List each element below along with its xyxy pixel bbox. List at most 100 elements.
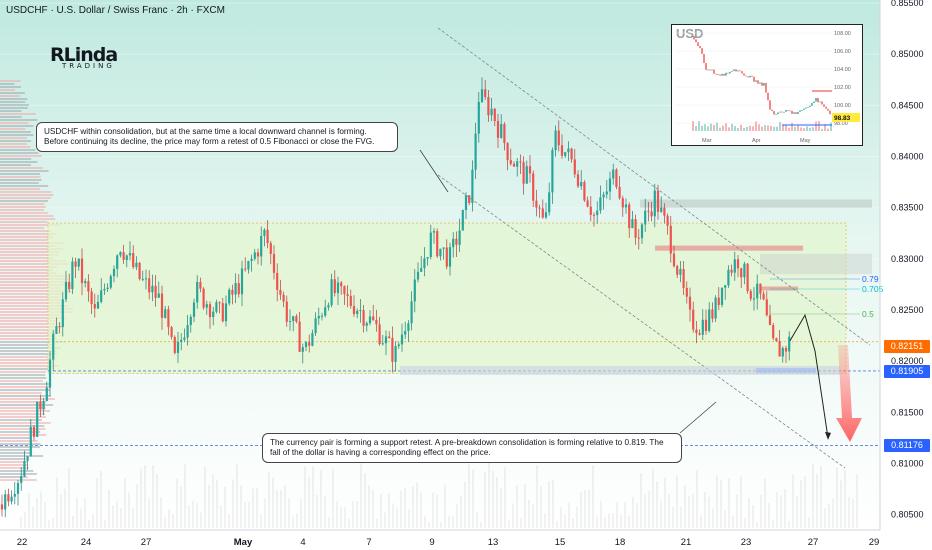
candle-body xyxy=(490,108,493,116)
candle-body xyxy=(660,207,663,212)
volume-bar xyxy=(0,332,60,334)
volume-bar xyxy=(420,492,422,528)
volume-bar xyxy=(720,480,722,528)
candle-body xyxy=(484,89,487,98)
volume-bar xyxy=(0,206,46,208)
volume-bar xyxy=(0,203,45,205)
logo-sub-text: TRADING xyxy=(62,62,115,70)
inset-y-label: 108.00 xyxy=(834,31,851,37)
volume-bar xyxy=(0,209,44,211)
candle-body xyxy=(480,89,484,102)
volume-bar xyxy=(456,503,458,528)
volume-bar xyxy=(644,494,646,528)
volume-bar xyxy=(400,490,402,528)
candle-body xyxy=(192,302,196,317)
candle-body xyxy=(100,290,103,302)
volume-bar xyxy=(0,200,48,202)
candle-body xyxy=(388,336,391,338)
volume-bar xyxy=(152,465,154,528)
candle-body xyxy=(701,319,704,335)
inset-candle xyxy=(747,76,749,78)
volume-bar xyxy=(228,514,230,528)
fvg-zone xyxy=(760,286,798,291)
candle-body xyxy=(423,258,426,269)
volume-bar xyxy=(740,476,742,528)
candle-body xyxy=(292,316,295,321)
candle-body xyxy=(269,243,272,254)
price-axis[interactable]: 0.85500 0.85000 0.84500 0.84000 0.83500 0.830… xyxy=(891,0,924,520)
volume-bar xyxy=(0,188,41,190)
volume-bar xyxy=(0,251,60,253)
inset-candle xyxy=(803,108,805,110)
volume-bar xyxy=(0,92,25,94)
volume-bar xyxy=(0,410,50,412)
volume-bar xyxy=(244,501,246,528)
inset-volume xyxy=(812,127,814,131)
volume-bar xyxy=(0,122,29,124)
candle-body xyxy=(765,299,768,316)
inset-volume xyxy=(713,124,715,131)
candle-body xyxy=(685,287,688,297)
candle-body xyxy=(487,97,490,116)
volume-bar xyxy=(792,474,794,528)
volume-bar xyxy=(572,518,574,528)
inset-candle xyxy=(829,110,831,115)
candle-body xyxy=(141,278,144,280)
candle-body xyxy=(45,387,48,401)
candle-body xyxy=(247,261,250,270)
volume-bar xyxy=(448,516,450,528)
candle-body xyxy=(512,163,516,167)
volume-bar xyxy=(0,266,58,268)
inset-volume xyxy=(755,121,757,131)
inset-candle xyxy=(745,75,747,77)
volume-bar xyxy=(480,521,482,528)
volume-bar xyxy=(760,494,762,528)
inset-volume xyxy=(749,125,751,131)
inset-candle xyxy=(779,111,781,113)
candle-body xyxy=(528,166,532,174)
volume-bar xyxy=(0,419,42,421)
volume-bar xyxy=(0,377,47,379)
candle-body xyxy=(52,333,55,360)
candle-body xyxy=(218,302,221,304)
candle-body xyxy=(93,304,96,309)
volume-bar xyxy=(680,506,682,528)
candle-body xyxy=(464,195,468,210)
volume-bar xyxy=(824,508,826,528)
inset-volume xyxy=(737,128,739,131)
volume-bar xyxy=(468,464,470,528)
candle-body xyxy=(599,197,602,211)
inset-volume xyxy=(788,127,790,131)
candle-body xyxy=(452,238,455,248)
volume-bar xyxy=(816,474,818,528)
y-tick-label: 0.83500 xyxy=(891,203,924,213)
fvg-zone xyxy=(655,245,803,251)
volume-bar xyxy=(0,164,31,166)
volume-bar xyxy=(360,463,362,528)
volume-bar xyxy=(0,311,73,313)
volume-bar xyxy=(304,466,306,528)
volume-bar xyxy=(280,490,282,528)
volume-bar xyxy=(300,499,302,528)
volume-bar xyxy=(648,491,650,528)
candle-body xyxy=(295,316,298,322)
volume-bar xyxy=(660,500,662,528)
volume-bar xyxy=(232,479,234,528)
volume-bar xyxy=(556,521,558,528)
volume-bar xyxy=(72,515,74,528)
volume-bar xyxy=(772,520,774,528)
candle-body xyxy=(266,229,269,244)
x-tick-label: 4 xyxy=(300,537,305,548)
inset-volume xyxy=(779,121,781,131)
volume-bar xyxy=(268,472,270,528)
time-axis[interactable]: 22 24 27 May 4 7 9 13 15 18 21 23 27 29 xyxy=(17,537,880,548)
inset-candle xyxy=(699,45,701,49)
inset-volume xyxy=(782,124,784,131)
inset-candle xyxy=(723,73,725,76)
volume-bar xyxy=(0,353,57,355)
volume-bar xyxy=(0,467,29,469)
candle-body xyxy=(455,238,458,245)
candle-body xyxy=(420,268,423,272)
volume-bar xyxy=(504,467,506,528)
volume-bar xyxy=(0,113,36,115)
